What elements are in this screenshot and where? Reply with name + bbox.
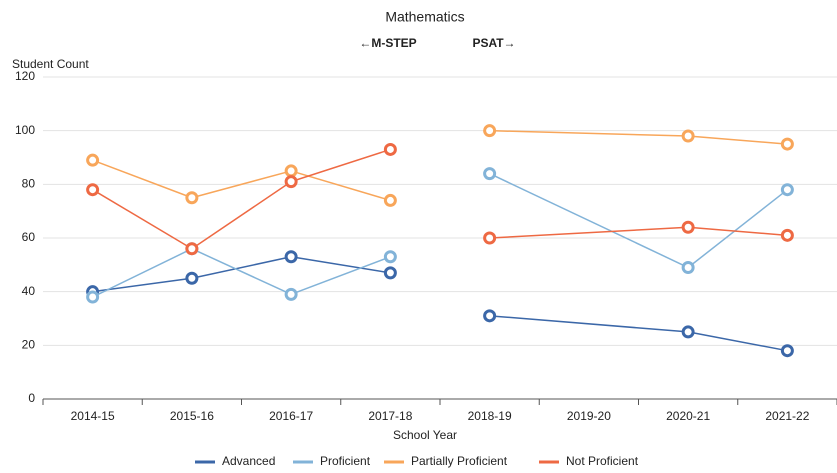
annotation: PSAT→ bbox=[472, 36, 515, 50]
point bbox=[86, 183, 100, 197]
legend-label: Advanced bbox=[222, 454, 275, 468]
y-tick-label: 120 bbox=[15, 69, 35, 83]
x-tick-label: 2021-22 bbox=[765, 409, 809, 423]
line-segment bbox=[92, 248, 193, 298]
point bbox=[681, 129, 695, 143]
line-segment bbox=[489, 315, 689, 333]
line-segment bbox=[191, 256, 292, 279]
line-segment bbox=[290, 148, 391, 183]
x-tick-label: 2014-15 bbox=[71, 409, 115, 423]
point bbox=[284, 175, 298, 189]
point bbox=[185, 191, 199, 205]
point bbox=[483, 231, 497, 245]
point bbox=[383, 266, 397, 280]
y-tick-label: 80 bbox=[22, 177, 36, 191]
x-tick-label: 2019-20 bbox=[567, 409, 611, 423]
legend-label: Proficient bbox=[320, 454, 371, 468]
point bbox=[284, 287, 298, 301]
line-segment bbox=[191, 181, 292, 250]
line-segment bbox=[191, 170, 292, 199]
line-segment bbox=[489, 172, 689, 269]
point bbox=[483, 167, 497, 181]
point bbox=[780, 183, 794, 197]
line-segment bbox=[92, 159, 193, 199]
line-segment bbox=[290, 170, 391, 202]
point bbox=[483, 124, 497, 138]
line-segment bbox=[489, 129, 689, 137]
x-tick-label: 2020-21 bbox=[666, 409, 710, 423]
legend-label: Not Proficient bbox=[566, 454, 639, 468]
x-tick-label: 2018-19 bbox=[468, 409, 512, 423]
y-tick-label: 60 bbox=[22, 230, 36, 244]
y-axis-label: Student Count bbox=[12, 57, 89, 71]
chart-title: Mathematics bbox=[385, 9, 464, 25]
x-tick-label: 2015-16 bbox=[170, 409, 214, 423]
x-tick-label: 2016-17 bbox=[269, 409, 313, 423]
point bbox=[780, 137, 794, 151]
point bbox=[383, 142, 397, 156]
line-segment bbox=[291, 256, 391, 274]
point bbox=[780, 228, 794, 242]
x-axis-label: School Year bbox=[393, 428, 457, 442]
y-tick-label: 0 bbox=[28, 391, 35, 405]
line-segment bbox=[290, 256, 391, 296]
point bbox=[383, 193, 397, 207]
y-tick-label: 40 bbox=[22, 284, 36, 298]
point bbox=[483, 309, 497, 323]
point bbox=[185, 271, 199, 285]
point bbox=[86, 153, 100, 167]
x-tick-label: 2017-18 bbox=[368, 409, 412, 423]
line-segment bbox=[92, 189, 193, 250]
line-segment bbox=[687, 331, 788, 352]
point bbox=[284, 164, 298, 178]
y-tick-label: 20 bbox=[22, 338, 36, 352]
point bbox=[681, 261, 695, 275]
line-segment bbox=[688, 135, 788, 145]
point bbox=[681, 220, 695, 234]
line-segment bbox=[688, 226, 788, 237]
annotation: ←M-STEP bbox=[359, 36, 416, 50]
legend-label: Partially Proficient bbox=[411, 454, 508, 468]
point bbox=[383, 250, 397, 264]
y-tick-label: 100 bbox=[15, 123, 35, 137]
point bbox=[681, 325, 695, 339]
point bbox=[86, 290, 100, 304]
point bbox=[780, 344, 794, 358]
line-segment bbox=[489, 226, 689, 239]
point bbox=[284, 250, 298, 264]
point bbox=[185, 242, 199, 256]
line-segment bbox=[687, 189, 788, 269]
line-segment bbox=[191, 248, 292, 296]
